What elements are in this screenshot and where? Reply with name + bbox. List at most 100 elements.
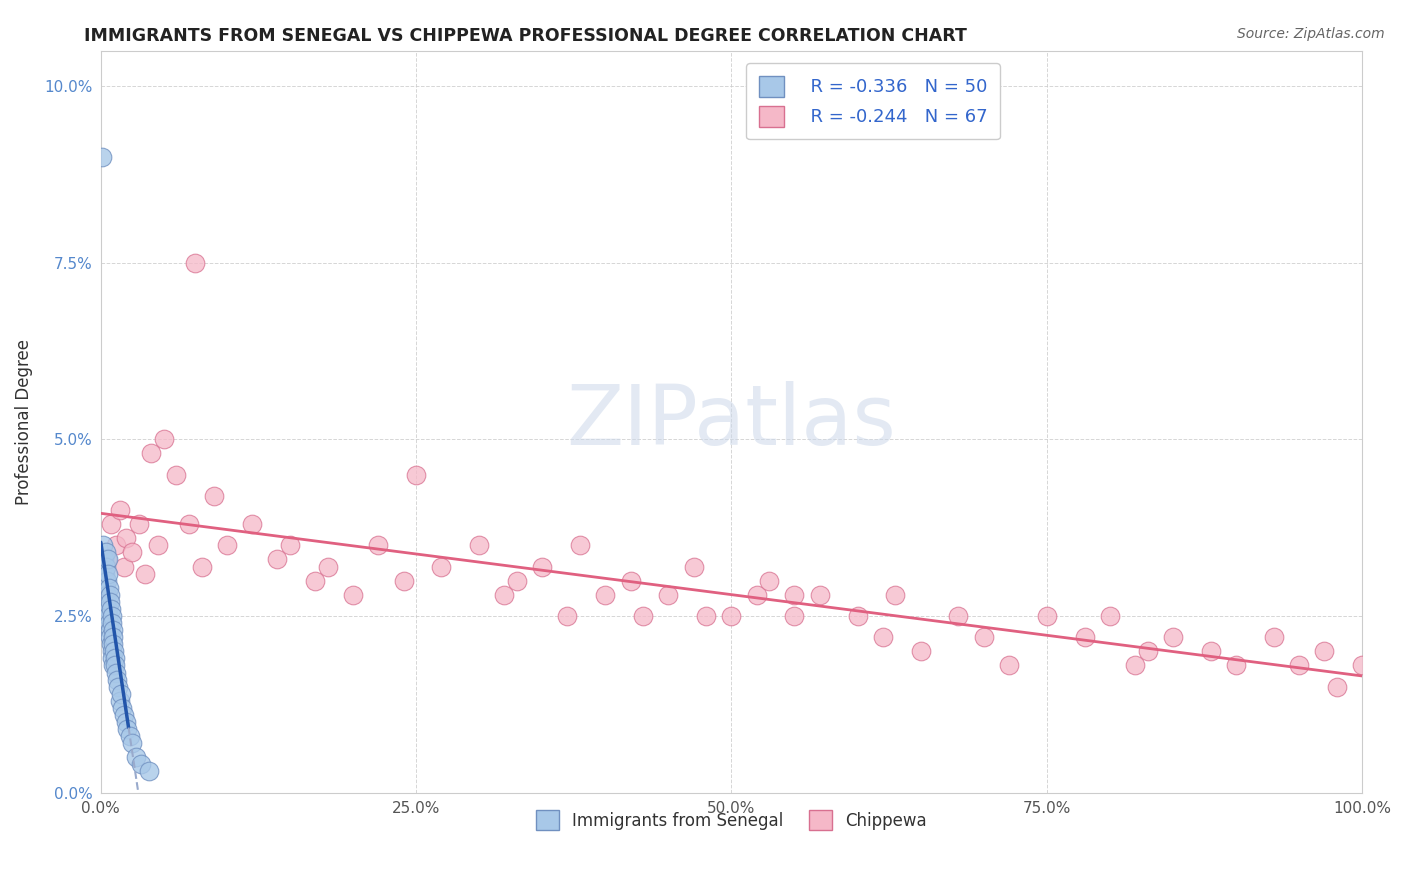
Point xyxy=(342,588,364,602)
Point xyxy=(112,559,135,574)
Point xyxy=(557,609,579,624)
Point xyxy=(98,588,121,602)
Point xyxy=(117,722,139,736)
Point xyxy=(910,644,932,658)
Point xyxy=(100,644,122,658)
Point xyxy=(202,489,225,503)
Point xyxy=(631,609,654,624)
Point xyxy=(1098,609,1121,624)
Point xyxy=(1136,644,1159,658)
Point xyxy=(111,701,134,715)
Point xyxy=(758,574,780,588)
Point xyxy=(166,467,188,482)
Point xyxy=(392,574,415,588)
Point xyxy=(101,658,124,673)
Point xyxy=(695,609,717,624)
Point xyxy=(104,665,127,680)
Point xyxy=(1161,630,1184,644)
Point xyxy=(96,595,118,609)
Point xyxy=(1326,680,1348,694)
Text: ZIPatlas: ZIPatlas xyxy=(567,381,897,462)
Point xyxy=(1035,609,1057,624)
Point xyxy=(872,630,894,644)
Point xyxy=(783,609,806,624)
Point xyxy=(506,574,529,588)
Point xyxy=(98,595,121,609)
Point xyxy=(304,574,326,588)
Point xyxy=(108,503,131,517)
Point xyxy=(998,658,1021,673)
Point xyxy=(783,588,806,602)
Text: Source: ZipAtlas.com: Source: ZipAtlas.com xyxy=(1237,27,1385,41)
Point xyxy=(96,559,118,574)
Point xyxy=(98,581,121,595)
Point xyxy=(1263,630,1285,644)
Point xyxy=(105,673,128,687)
Point xyxy=(468,538,491,552)
Point xyxy=(138,764,160,779)
Point xyxy=(134,566,156,581)
Point xyxy=(108,694,131,708)
Point xyxy=(96,574,118,588)
Point xyxy=(107,680,129,694)
Point xyxy=(100,602,122,616)
Point xyxy=(278,538,301,552)
Point xyxy=(115,531,138,545)
Point xyxy=(240,517,263,532)
Point xyxy=(121,736,143,750)
Point xyxy=(101,651,124,665)
Point xyxy=(367,538,389,552)
Point xyxy=(405,467,427,482)
Point xyxy=(948,609,970,624)
Point xyxy=(121,545,143,559)
Point xyxy=(97,602,120,616)
Point xyxy=(1288,658,1310,673)
Point xyxy=(93,566,115,581)
Point xyxy=(94,545,117,559)
Point xyxy=(91,150,114,164)
Point xyxy=(494,588,516,602)
Point xyxy=(103,637,125,651)
Point xyxy=(104,538,127,552)
Point xyxy=(146,538,169,552)
Point xyxy=(1199,644,1222,658)
Point xyxy=(1073,630,1095,644)
Point xyxy=(129,757,152,772)
Point xyxy=(316,559,339,574)
Point xyxy=(97,609,120,624)
Text: IMMIGRANTS FROM SENEGAL VS CHIPPEWA PROFESSIONAL DEGREE CORRELATION CHART: IMMIGRANTS FROM SENEGAL VS CHIPPEWA PROF… xyxy=(84,27,967,45)
Point xyxy=(98,615,121,630)
Point xyxy=(98,630,121,644)
Point xyxy=(215,538,238,552)
Point xyxy=(115,714,138,729)
Point xyxy=(101,623,124,637)
Point xyxy=(100,609,122,624)
Point xyxy=(91,538,114,552)
Point xyxy=(657,588,679,602)
Legend: Immigrants from Senegal, Chippewa: Immigrants from Senegal, Chippewa xyxy=(529,804,934,837)
Point xyxy=(100,517,122,532)
Point xyxy=(94,581,117,595)
Point xyxy=(104,651,127,665)
Point xyxy=(884,588,907,602)
Point xyxy=(846,609,869,624)
Point xyxy=(98,623,121,637)
Point xyxy=(125,750,148,764)
Point xyxy=(184,255,207,269)
Point xyxy=(430,559,453,574)
Point xyxy=(97,566,120,581)
Point xyxy=(100,637,122,651)
Point xyxy=(569,538,592,552)
Point xyxy=(153,433,176,447)
Point xyxy=(128,517,150,532)
Point xyxy=(1225,658,1247,673)
Point xyxy=(104,658,127,673)
Point xyxy=(94,588,117,602)
Point xyxy=(118,729,141,743)
Point xyxy=(619,574,641,588)
Point xyxy=(808,588,831,602)
Point xyxy=(103,644,125,658)
Point xyxy=(1123,658,1146,673)
Point xyxy=(141,446,163,460)
Point xyxy=(745,588,768,602)
